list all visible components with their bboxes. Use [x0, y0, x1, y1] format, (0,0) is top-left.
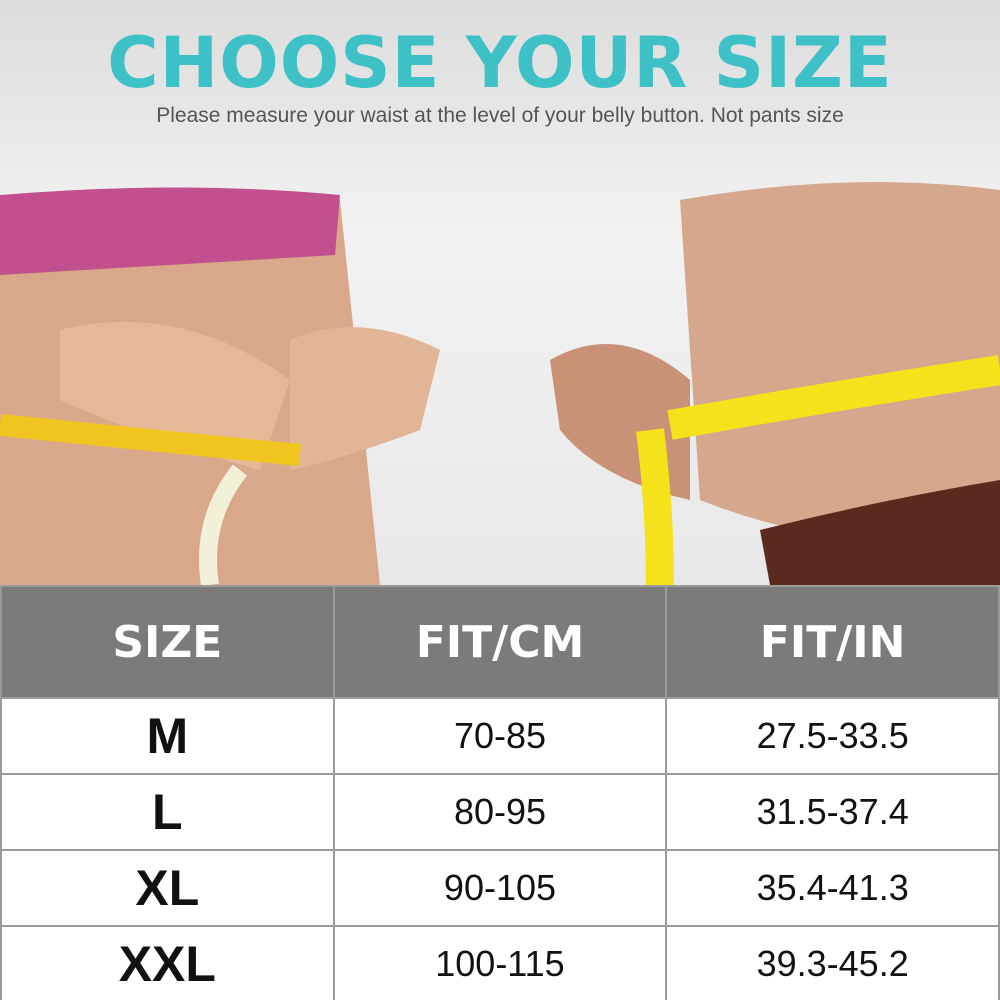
column-header: SIZE: [0, 585, 335, 699]
fit-cell: 90-105: [332, 849, 668, 927]
fit-cell: 100-115: [332, 925, 668, 1000]
size-cell: XXL: [0, 925, 335, 1000]
fit-cell: 27.5-33.5: [665, 697, 1000, 775]
column-header: FIT/IN: [665, 585, 1000, 699]
table-body: M 70-85 27.5-33.5 L 80-95 31.5-37.4 XL 90-105 35…: [0, 697, 1000, 1000]
title: CHOOSE YOUR SIZE: [107, 22, 893, 104]
column-header: FIT/CM: [332, 585, 668, 699]
size-cell: XL: [0, 849, 335, 927]
fit-cell: 70-85: [332, 697, 668, 775]
size-cell: M: [0, 697, 335, 775]
fit-cell: 35.4-41.3: [665, 849, 1000, 927]
fit-cell: 80-95: [332, 773, 668, 851]
fit-cell: 31.5-37.4: [665, 773, 1000, 851]
table-row: XL 90-105 35.4-41.3: [0, 849, 1000, 927]
photo: [0, 0, 1000, 585]
header-row: SIZE FIT/CM FIT/IN: [0, 585, 1000, 699]
subtitle: Please measure your waist at the level o…: [156, 104, 844, 127]
table-row: XXL 100-115 39.3-45.2: [0, 925, 1000, 1000]
fit-cell: 39.3-45.2: [665, 925, 1000, 1000]
size-table: SIZE FIT/CM FIT/IN M 70-85 27.5-33.5 L 80-95 31…: [0, 585, 1000, 1000]
size-cell: L: [0, 773, 335, 851]
table-row: M 70-85 27.5-33.5: [0, 697, 1000, 775]
table-row: L 80-95 31.5-37.4: [0, 773, 1000, 851]
